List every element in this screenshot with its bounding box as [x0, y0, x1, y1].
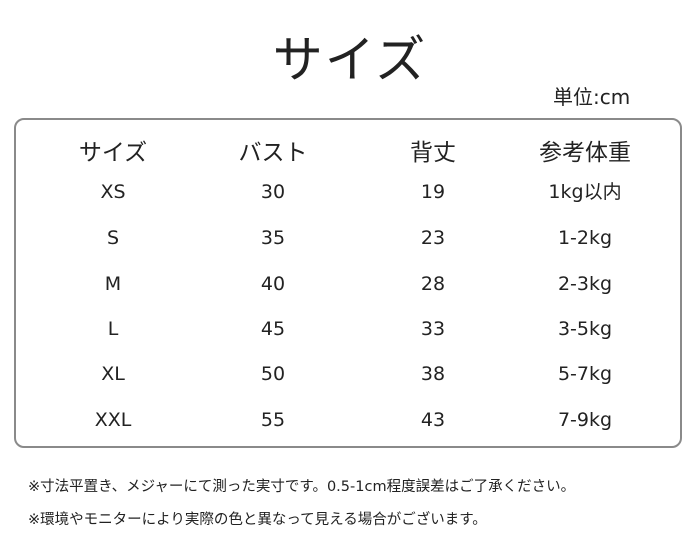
cell-size: L — [107, 318, 119, 340]
cell-size: XXL — [94, 409, 132, 431]
cell-weight: 5-7kg — [557, 363, 613, 385]
cell-bust: 40 — [260, 273, 286, 295]
header-bust: バスト — [238, 140, 308, 166]
table-header-row: サイズ バスト 背丈 参考体重 — [0, 133, 700, 173]
table-row: L 45 33 3-5kg — [0, 309, 700, 349]
cell-bust: 45 — [260, 318, 286, 340]
note-color: ※環境やモニターにより実際の色と異なって見える場合がございます。 — [28, 512, 487, 528]
page-title: サイズ — [272, 31, 428, 89]
cell-weight: 2-3kg — [557, 273, 613, 295]
cell-size: S — [106, 227, 120, 249]
cell-size: M — [104, 273, 122, 295]
table-row: S 35 23 1-2kg — [0, 218, 700, 258]
table-row: M 40 28 2-3kg — [0, 264, 700, 304]
note-measurement: ※寸法平置き、メジャーにて測った実寸です。0.5-1cm程度誤差はご了承ください… — [28, 479, 576, 495]
cell-bust: 55 — [260, 409, 286, 431]
cell-bust: 30 — [260, 181, 286, 203]
table-row: XS 30 19 1kg以内 — [0, 172, 700, 212]
cell-weight: 1kg以内 — [548, 181, 622, 203]
cell-length: 33 — [420, 318, 446, 340]
header-length: 背丈 — [410, 140, 456, 166]
cell-size: XL — [101, 363, 125, 385]
cell-weight: 3-5kg — [557, 318, 613, 340]
cell-size: XS — [100, 181, 126, 203]
unit-label: 単位:cm — [553, 85, 631, 109]
cell-length: 19 — [420, 181, 446, 203]
header-size: サイズ — [78, 140, 148, 166]
table-row: XXL 55 43 7-9kg — [0, 400, 700, 440]
cell-weight: 7-9kg — [557, 409, 613, 431]
cell-bust: 35 — [260, 227, 286, 249]
cell-length: 43 — [420, 409, 446, 431]
cell-length: 23 — [420, 227, 446, 249]
table-row: XL 50 38 5-7kg — [0, 354, 700, 394]
cell-length: 38 — [420, 363, 446, 385]
cell-length: 28 — [420, 273, 446, 295]
cell-weight: 1-2kg — [557, 227, 613, 249]
size-table-frame — [14, 118, 682, 448]
cell-bust: 50 — [260, 363, 286, 385]
header-weight: 参考体重 — [539, 140, 631, 166]
